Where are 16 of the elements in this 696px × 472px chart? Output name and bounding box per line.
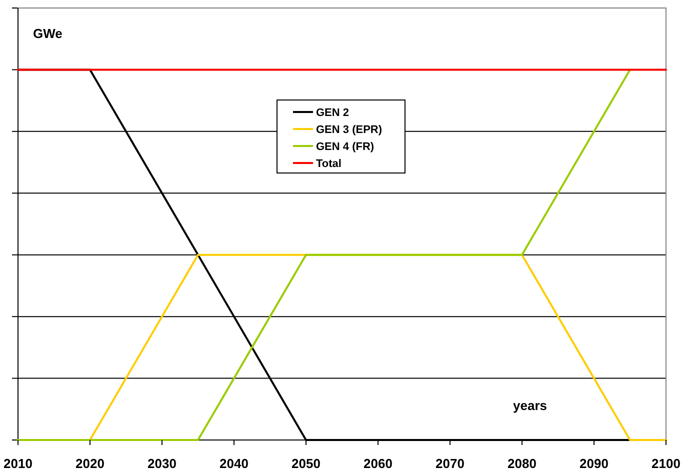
- x-tick-label: 2020: [76, 456, 104, 471]
- x-axis-title: years: [513, 398, 547, 413]
- legend-label: GEN 3 (EPR): [316, 124, 382, 136]
- legend-label: GEN 2: [316, 107, 350, 119]
- x-tick-label: 2060: [364, 456, 392, 471]
- legend-label: GEN 4 (FR): [316, 141, 374, 153]
- x-tick-label: 2090: [580, 456, 608, 471]
- x-tick-label: 2080: [508, 456, 536, 471]
- x-tick-label: 2070: [436, 456, 464, 471]
- x-tick-label: 2040: [220, 456, 248, 471]
- x-tick-label: 2100: [652, 456, 680, 471]
- x-tick-label: 2050: [292, 456, 320, 471]
- x-tick-label: 2030: [148, 456, 176, 471]
- y-axis-title: GWe: [33, 26, 62, 41]
- legend-label: Total: [316, 158, 342, 170]
- x-tick-label: 2010: [4, 456, 32, 471]
